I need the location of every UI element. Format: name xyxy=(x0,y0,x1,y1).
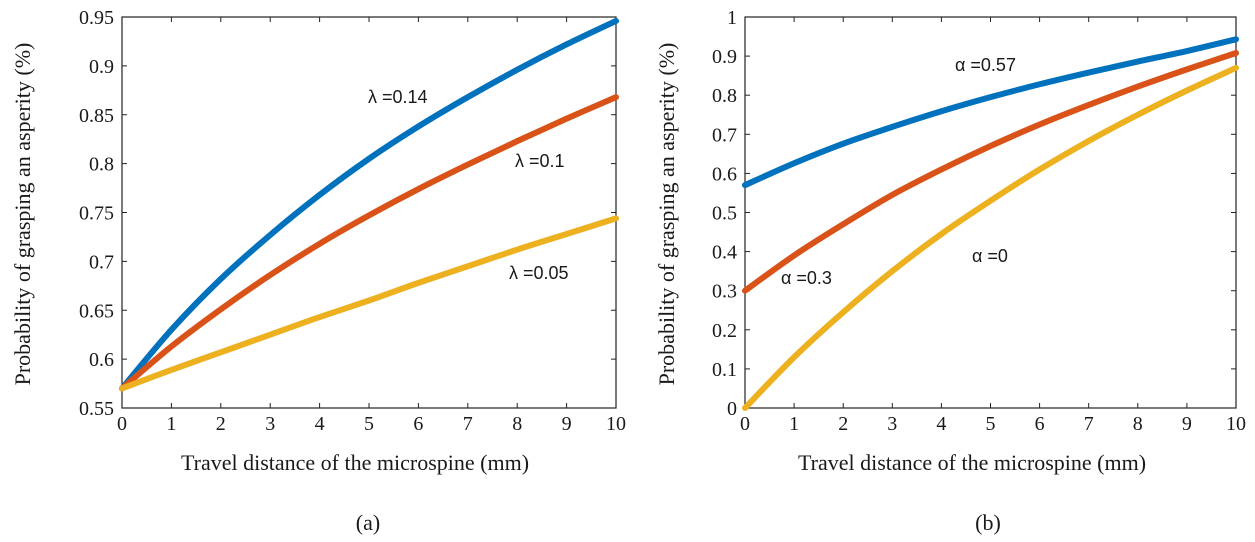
chart-b-ylabel: Probability of grasping an asperity (%) xyxy=(654,43,679,386)
chart-a: 0 1 2 3 4 5 6 7 8 9 10 0.550.60.650.70.750.80.850.… xyxy=(10,7,626,535)
chart-a-annotation-lambda-014: λ =0.14 xyxy=(368,87,428,107)
chart-b-y-tick-label: 0.3 xyxy=(712,281,737,303)
chart-b-x-tick-label: 1 xyxy=(789,413,799,435)
chart-a-x-tick-label: 5 xyxy=(364,413,374,435)
chart-b-x-tick-label: 2 xyxy=(838,413,848,435)
chart-a-x-tick-label: 7 xyxy=(463,413,473,435)
chart-a-y-tick-label: 0.95 xyxy=(79,7,114,29)
chart-b-x-tick-label: 4 xyxy=(936,413,946,435)
chart-b-series-line-1 xyxy=(742,36,1239,189)
chart-b-y-ticks: 0 0.1 0.2 0.3 0.4 0.5 0.6 0.7 0.8 0.9 1 xyxy=(712,7,1236,420)
chart-a-x-tick-label: 9 xyxy=(562,413,572,435)
chart-a-x-tick-label: 8 xyxy=(512,413,522,435)
chart-b-x-tick-label: 3 xyxy=(887,413,897,435)
chart-a-xlabel: Travel distance of the microspine (mm) xyxy=(181,450,529,475)
chart-a-x-tick-label: 3 xyxy=(265,413,275,435)
chart-a-panel-label: (a) xyxy=(356,510,380,535)
chart-b-y-tick-label: 0.8 xyxy=(712,85,737,107)
chart-a-y-tick-label: 0.75 xyxy=(79,203,114,225)
chart-b-x-tick-label: 5 xyxy=(986,413,996,435)
chart-b-y-tick-label: 0.5 xyxy=(712,203,737,225)
chart-b-series-line-3 xyxy=(742,64,1239,411)
chart-b-x-tick-label: 7 xyxy=(1084,413,1094,435)
chart-a-y-tick-label: 0.65 xyxy=(79,300,114,322)
chart-b-y-tick-label: 0.9 xyxy=(712,46,737,68)
chart-a-x-tick-label: 4 xyxy=(315,413,325,435)
chart-a-x-tick-label: 10 xyxy=(606,413,626,435)
chart-a-series-lines xyxy=(119,17,619,392)
chart-b-series-lines xyxy=(742,36,1239,411)
chart-a-y-tick-label: 0.85 xyxy=(79,105,114,127)
chart-a-annotation-lambda-01: λ =0.1 xyxy=(515,151,565,171)
chart-b-y-tick-label: 0.2 xyxy=(712,320,737,342)
chart-a-y-tick-label: 0.7 xyxy=(89,251,114,273)
chart-b-x-tick-label: 10 xyxy=(1226,413,1246,435)
chart-b-annotation-alpha-057: α =0.57 xyxy=(955,55,1016,75)
chart-a-x-tick-label: 2 xyxy=(216,413,226,435)
chart-b-y-tick-label: 1 xyxy=(727,7,737,29)
chart-a-x-tick-label: 0 xyxy=(117,413,127,435)
chart-b-x-tick-label: 0 xyxy=(740,413,750,435)
chart-a-y-ticks: 0.55 0.6 0.65 0.7 0.75 0.8 0.85 0.9 0.95 xyxy=(79,7,616,420)
chart-a-y-tick-label: 0.9 xyxy=(89,56,114,78)
chart-a-x-ticks: 0 1 2 3 4 5 6 7 8 9 10 xyxy=(117,17,626,435)
chart-b-x-tick-label: 9 xyxy=(1182,413,1192,435)
chart-a-ylabel: Probability of grasping an asperity (%) xyxy=(10,43,35,386)
chart-b-xlabel: Travel distance of the microspine (mm) xyxy=(798,450,1146,475)
chart-b-y-tick-label: 0 xyxy=(727,398,737,420)
chart-a-x-tick-label: 1 xyxy=(166,413,176,435)
chart-b: 0 1 2 3 4 5 6 7 8 9 10 0 0.1 0.2 0.3 0.4 0.5 0.6 0.7 0.8 0.… xyxy=(654,7,1246,535)
chart-b-x-ticks: 0 1 2 3 4 5 6 7 8 9 10 xyxy=(740,17,1246,435)
chart-a-x-tick-label: 6 xyxy=(413,413,423,435)
chart-a-y-tick-label: 0.8 xyxy=(89,154,114,176)
chart-a-annotation-lambda-005: λ =0.05 xyxy=(509,263,569,283)
chart-b-annotation-alpha-03: α =0.3 xyxy=(781,268,832,288)
chart-b-y-tick-label: 0.7 xyxy=(712,124,737,146)
chart-b-y-tick-label: 0.6 xyxy=(712,163,737,185)
chart-a-y-tick-label: 0.55 xyxy=(79,398,114,420)
chart-b-series-line-2 xyxy=(742,49,1239,294)
chart-a-y-tick-label: 0.6 xyxy=(89,349,114,371)
chart-b-panel-label: (b) xyxy=(975,510,1001,535)
chart-a-series-line-1 xyxy=(119,17,619,392)
chart-a-series-line-2 xyxy=(119,94,619,392)
chart-b-y-tick-label: 0.4 xyxy=(712,242,737,264)
chart-b-y-tick-label: 0.1 xyxy=(712,359,737,381)
chart-b-x-tick-label: 8 xyxy=(1133,413,1143,435)
chart-a-series-line-3 xyxy=(119,215,619,392)
chart-b-x-tick-label: 6 xyxy=(1035,413,1045,435)
chart-b-annotation-alpha-0: α =0 xyxy=(972,246,1008,266)
